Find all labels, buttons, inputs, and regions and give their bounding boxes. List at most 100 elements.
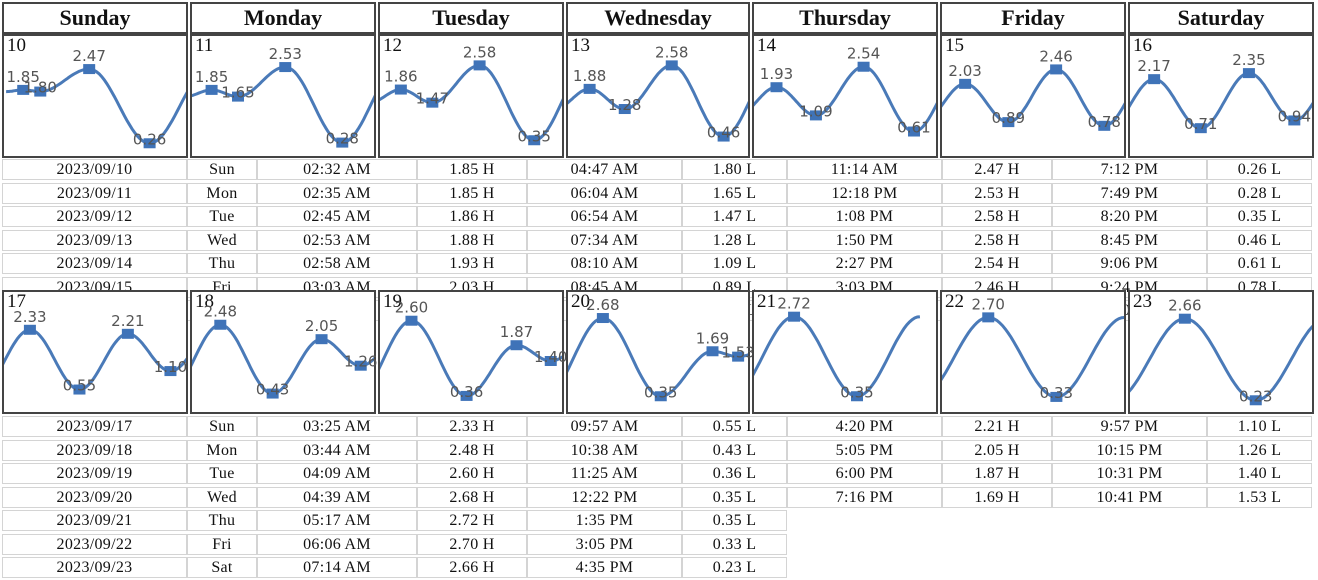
- tide-value-label: 2.17: [1137, 57, 1170, 75]
- table-row: 2023/09/10 Sun 02:32 AM 1.85 H 04:47 AM 1.80 …: [2, 159, 1312, 181]
- table-cell: 0.26 L: [1207, 159, 1312, 180]
- tide-extreme-marker: [809, 110, 822, 121]
- tide-extreme-marker: [232, 91, 245, 102]
- tide-value-label: 0.78: [1088, 113, 1121, 131]
- tide-extreme-marker: [1288, 115, 1301, 126]
- table-cell: 1.28 L: [682, 229, 787, 251]
- table-cell: 9:06 PM: [1052, 253, 1207, 274]
- day-chart-cell: 19 2.60 0.36 1.87 1.40: [378, 290, 567, 414]
- table-cell: 08:10 AM: [527, 253, 682, 274]
- table-cell: 2.68 H: [417, 486, 527, 508]
- day-chart-cell: 16 2.17 0.71 2.35 0.94: [1128, 34, 1314, 158]
- table-cell: 06:04 AM: [527, 182, 682, 204]
- table-cell: 7:12 PM: [1052, 159, 1207, 180]
- tide-value-label: 2.66: [1168, 297, 1201, 315]
- table-cell: 1.09 L: [682, 253, 787, 274]
- tide-extreme-marker: [1050, 64, 1063, 75]
- tide-value-label: 1.85: [7, 68, 40, 86]
- table-cell: Wed: [187, 229, 257, 251]
- tide-extreme-marker: [214, 319, 227, 330]
- table-cell: 0.36 L: [682, 463, 787, 484]
- tide-value-label: 1.09: [799, 102, 832, 120]
- day-number: 18: [195, 291, 214, 312]
- tide-extreme-marker: [1050, 391, 1063, 402]
- table-cell: 7:49 PM: [1052, 182, 1207, 204]
- tide-value-label: 1.85: [195, 68, 228, 86]
- table-cell: Fri: [187, 533, 257, 555]
- day-chart-cell: 22 2.70 0.33: [940, 290, 1126, 414]
- table-cell: 2023/09/20: [2, 486, 187, 508]
- table-cell: 5:05 PM: [787, 439, 942, 461]
- tide-value-label: 0.55: [63, 377, 96, 395]
- tide-curve: [942, 67, 1124, 128]
- day-number: 23: [1133, 291, 1152, 312]
- table-cell: 02:53 AM: [257, 229, 417, 251]
- tide-extreme-marker: [1098, 120, 1111, 131]
- tide-extreme-marker: [1002, 117, 1015, 128]
- table-cell: 2023/09/21: [2, 510, 187, 531]
- tide-value-label: 0.46: [707, 124, 740, 142]
- table-cell: 4:20 PM: [787, 416, 942, 437]
- day-header-monday: Monday: [190, 2, 376, 34]
- table-cell: 07:14 AM: [257, 557, 417, 578]
- tide-extreme-marker: [473, 60, 486, 71]
- table-cell: Sat: [187, 557, 257, 578]
- table-cell: 2.60 H: [417, 463, 527, 484]
- tide-chart: 2.03 0.89 2.46 0.78: [942, 47, 1124, 131]
- table-cell: 9:57 PM: [1052, 416, 1207, 437]
- table-cell: 2.47 H: [942, 159, 1052, 180]
- tide-curve: [192, 323, 374, 396]
- tide-extreme-marker: [857, 61, 870, 72]
- table-cell: Thu: [187, 253, 257, 274]
- tide-extreme-marker: [717, 131, 730, 142]
- table-cell: 10:41 PM: [1052, 486, 1207, 508]
- table-cell: 2.58 H: [942, 229, 1052, 251]
- table-cell: 02:45 AM: [257, 206, 417, 227]
- table-cell: 0.46 L: [1207, 229, 1312, 251]
- tide-value-label: 1.40: [534, 348, 567, 366]
- tide-value-label: 1.28: [608, 96, 641, 114]
- day-header-tuesday: Tuesday: [378, 2, 564, 34]
- tide-extreme-marker: [706, 346, 719, 357]
- tide-value-label: 2.70: [972, 295, 1005, 313]
- table-row: 2023/09/17 Sun 03:25 AM 2.33 H 09:57 AM 0.55 …: [2, 416, 1312, 438]
- day-number: 14: [757, 35, 776, 56]
- tide-value-label: 1.65: [221, 84, 254, 102]
- tide-value-label: 1.10: [154, 358, 187, 376]
- table-cell: 04:09 AM: [257, 463, 417, 484]
- day-header-sunday: Sunday: [2, 2, 188, 34]
- day-header-saturday: Saturday: [1128, 2, 1314, 34]
- tide-value-label: 1.47: [416, 90, 449, 108]
- tide-value-label: 0.71: [1184, 115, 1217, 133]
- table-cell: 12:22 PM: [527, 486, 682, 508]
- tide-extreme-marker: [770, 82, 783, 93]
- tide-extreme-marker: [596, 313, 609, 324]
- table-cell: 2.66 H: [417, 557, 527, 578]
- table-cell: 2023/09/23: [2, 557, 187, 578]
- table-cell: 2023/09/14: [2, 253, 187, 274]
- day-number: 21: [757, 291, 776, 312]
- table-cell: Tue: [187, 206, 257, 227]
- tide-curve: [1130, 317, 1312, 402]
- tide-extreme-marker: [982, 312, 995, 323]
- tide-curve: [942, 315, 1124, 399]
- table-cell: 1.53 L: [1207, 486, 1312, 508]
- tide-extreme-marker: [394, 84, 407, 95]
- table-cell: 1:50 PM: [787, 229, 942, 251]
- tide-chart: 2.60 0.36 1.871.40: [380, 299, 567, 401]
- tide-extreme-marker: [83, 64, 96, 75]
- day-chart-cell: 12 1.86 1.47 2.58 0.35: [378, 34, 564, 158]
- tide-extreme-marker: [23, 324, 36, 335]
- tide-extreme-marker: [618, 104, 631, 115]
- tide-extreme-marker: [665, 60, 678, 71]
- tide-curve: [1130, 71, 1312, 130]
- table-cell: 2023/09/11: [2, 182, 187, 204]
- tide-extreme-marker: [34, 86, 47, 97]
- table-cell: 12:18 PM: [787, 182, 942, 204]
- tide-extreme-marker: [121, 328, 134, 339]
- day-number: 15: [945, 35, 964, 56]
- table-cell: 10:38 AM: [527, 439, 682, 461]
- table-cell: 3:05 PM: [527, 533, 682, 555]
- table-cell: 1:08 PM: [787, 206, 942, 227]
- day-header-friday: Friday: [940, 2, 1126, 34]
